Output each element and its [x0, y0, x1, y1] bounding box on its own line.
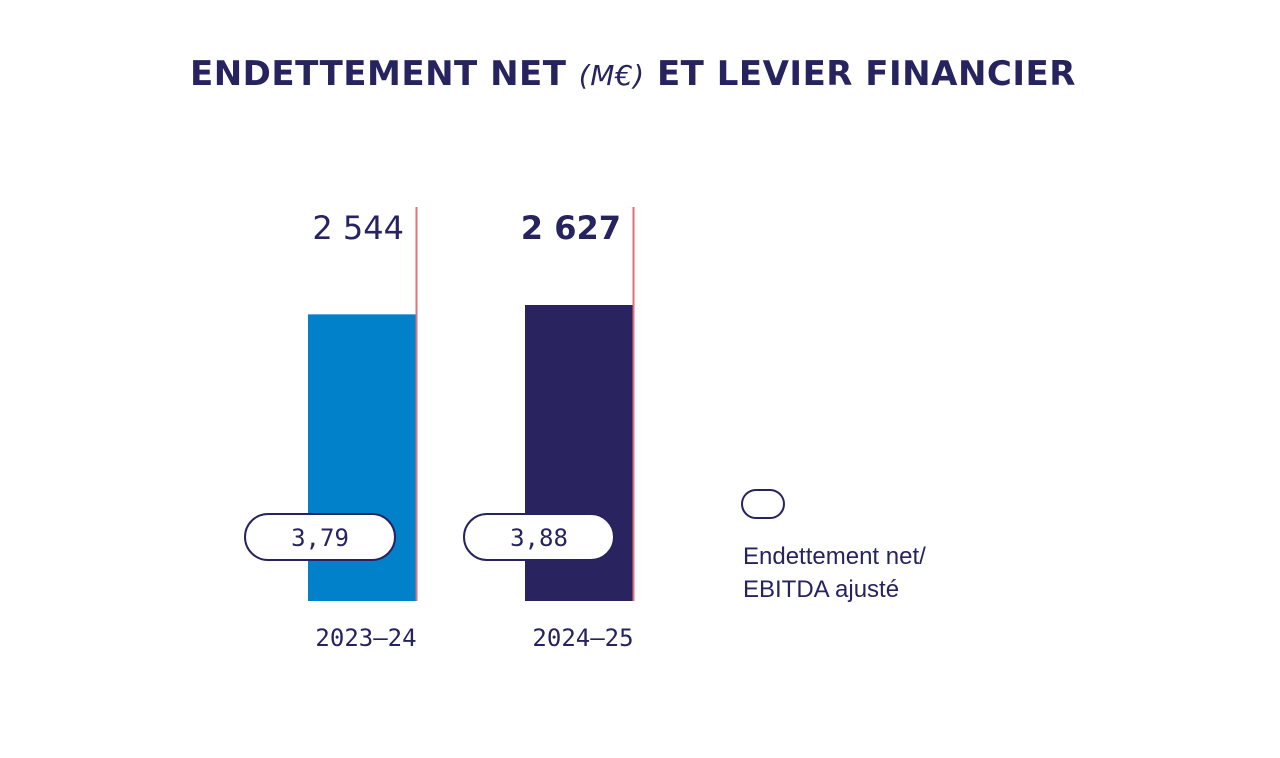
legend-swatch-leverage: [741, 489, 785, 519]
legend-label-line2: EBITDA ajusté: [743, 576, 900, 603]
leverage-pill-1: [463, 513, 615, 561]
leverage-pill-0: [244, 513, 396, 561]
leverage-value-0: 3,79: [291, 524, 349, 552]
category-label-1: 2024–25: [532, 624, 633, 652]
title-suffix: ET LEVIER FINANCIER: [656, 54, 1076, 94]
title-unit: (M€): [578, 59, 645, 92]
legend-label: Endettement net/ EBITDA ajusté: [743, 540, 1003, 606]
chart-title: ENDETTEMENT NET (M€) ET LEVIER FINANCIER: [190, 54, 1076, 94]
title-main: ENDETTEMENT NET: [190, 54, 567, 94]
bar-value-label-0: 2 544: [312, 209, 404, 247]
category-label-0: 2023–24: [315, 624, 416, 652]
bar-value-label-1: 2 627: [521, 209, 621, 247]
legend-label-line1: Endettement net/: [743, 543, 926, 570]
leverage-value-1: 3,88: [510, 524, 568, 552]
